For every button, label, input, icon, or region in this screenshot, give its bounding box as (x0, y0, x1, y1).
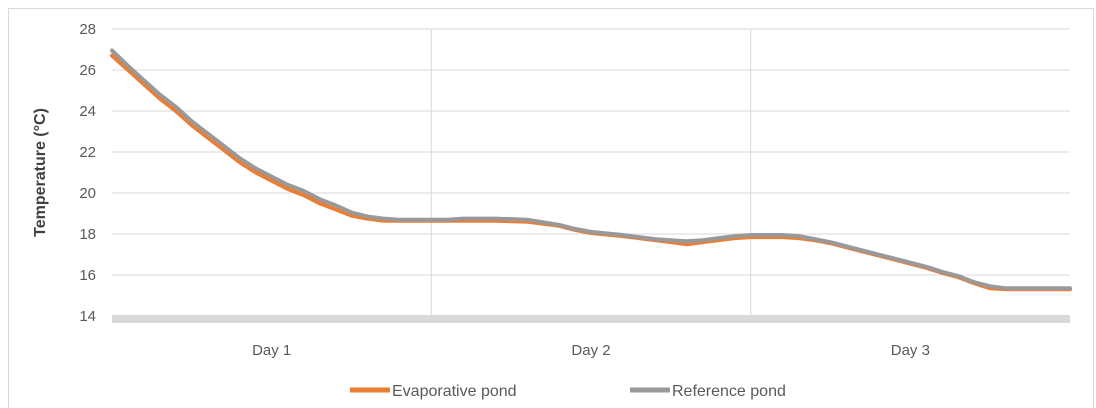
legend-label: Reference pond (672, 383, 786, 400)
legend: Evaporative pond Reference pond (350, 383, 786, 400)
x-tick-label: Day 3 (891, 342, 930, 359)
x-tick-label: Day 2 (571, 342, 610, 359)
y-tick-label: 18 (79, 226, 96, 243)
y-axis-title: Temperature (°C) (32, 108, 49, 237)
series-line-reference-pond (110, 48, 1072, 291)
series-line-evaporative-pond (110, 53, 1072, 292)
y-tick-label: 16 (79, 267, 96, 284)
x-tick-label: Day 1 (252, 342, 291, 359)
y-tick-label: 24 (79, 103, 96, 120)
series-lines (110, 48, 1072, 292)
y-tick-label: 14 (79, 308, 96, 325)
y-tick-label: 28 (79, 21, 96, 38)
axes (112, 315, 1070, 323)
legend-label: Evaporative pond (392, 383, 517, 400)
y-tick-label: 22 (79, 144, 96, 161)
chart-frame (8, 8, 1094, 408)
axis-labels: 14 16 18 20 22 24 26 28 Day 1 Day 2 Day 3 Temperatu… (32, 21, 930, 359)
x-axis-line (112, 315, 1070, 323)
y-tick-label: 20 (79, 185, 96, 202)
y-tick-label: 26 (79, 62, 96, 79)
